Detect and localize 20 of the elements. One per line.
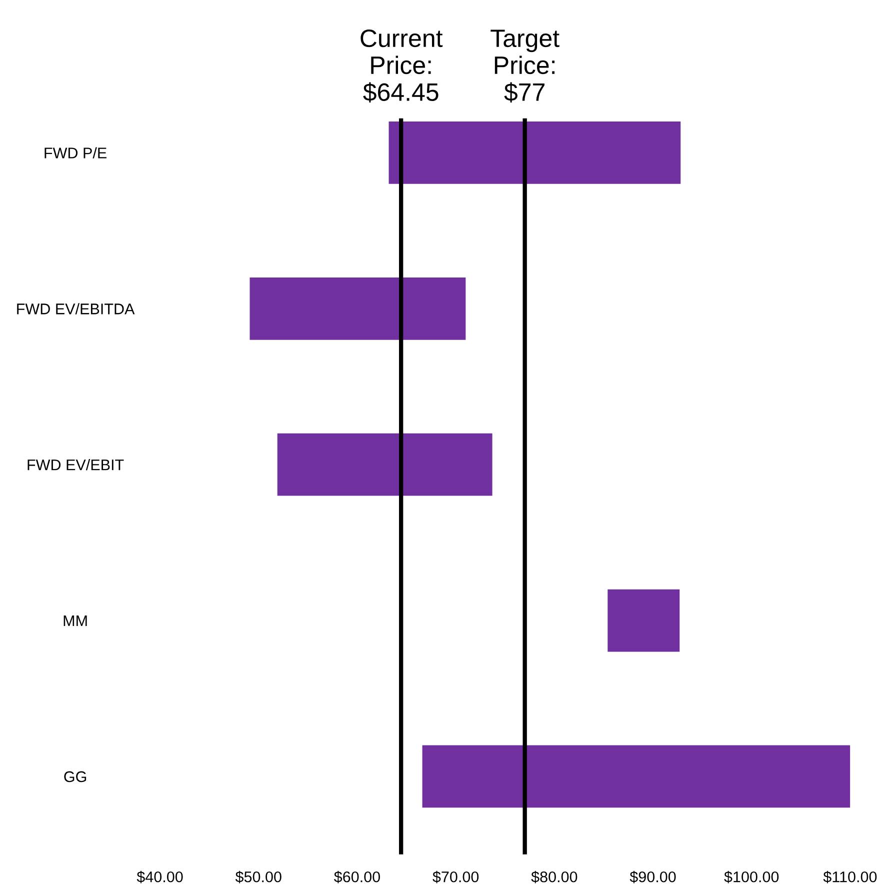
ref-line-label: Target Price: $77 — [490, 30, 560, 102]
x-tick-label: $110.00 — [823, 870, 877, 884]
x-tick-label: $70.00 — [432, 870, 479, 884]
x-tick-label: $40.00 — [136, 870, 183, 884]
y-tick-label: FWD EV/EBITDA — [17, 303, 135, 314]
ref-line-label: Current Price: $64.45 — [360, 29, 443, 102]
y-tick-label: GG — [64, 771, 86, 782]
x-tick-label: $60.00 — [334, 870, 380, 884]
x-tick-label: $80.00 — [531, 870, 578, 884]
y-tick-label: FWD EV/EBIT — [28, 459, 124, 470]
x-tick-label: $90.00 — [630, 870, 676, 884]
x-tick-label: $50.00 — [235, 870, 282, 884]
bar — [250, 277, 466, 340]
y-tick-label: FWD P/E — [44, 147, 106, 158]
y-tick-label: MM — [64, 616, 87, 626]
x-tick-label: $100.00 — [724, 870, 779, 884]
bar — [422, 745, 850, 808]
bar — [388, 122, 681, 184]
bar — [608, 589, 680, 652]
bar — [277, 433, 492, 496]
